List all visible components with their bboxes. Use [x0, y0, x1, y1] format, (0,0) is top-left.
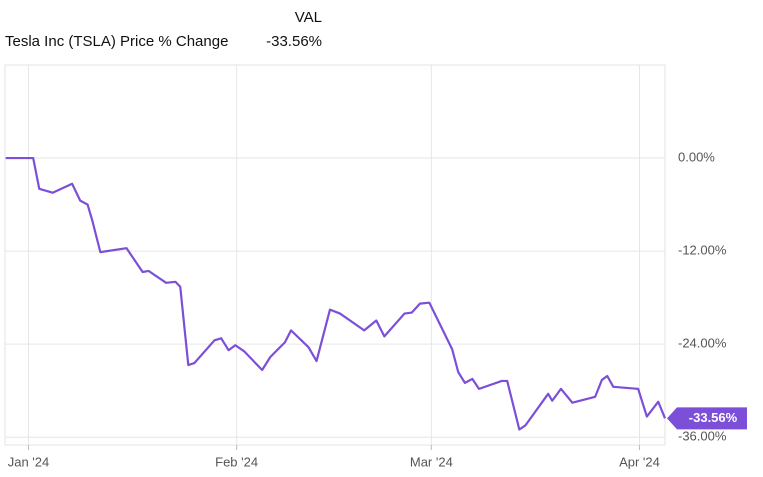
y-tick-label: -24.00% — [678, 336, 727, 351]
x-tick-label: Feb '24 — [215, 454, 258, 469]
y-tick-label: -12.00% — [678, 243, 727, 258]
legend-header: VAL — [295, 9, 322, 26]
y-tick-label: -36.00% — [678, 429, 727, 444]
price-line — [5, 156, 667, 431]
x-tick-label: Apr '24 — [619, 454, 660, 469]
end-flag-shape — [667, 407, 747, 430]
legend-entry: Tesla Inc (TSLA) Price % Change — [5, 33, 228, 50]
legend-value: -33.56% — [266, 33, 322, 50]
end-label: -33.56% — [689, 410, 738, 425]
plot-border — [4, 64, 666, 446]
y-tick-label: 0.00% — [678, 149, 715, 164]
x-tick-label: Mar '24 — [410, 454, 453, 469]
end-flag: -33.56% — [667, 407, 747, 430]
x-tick-label: Jan '24 — [8, 454, 50, 469]
